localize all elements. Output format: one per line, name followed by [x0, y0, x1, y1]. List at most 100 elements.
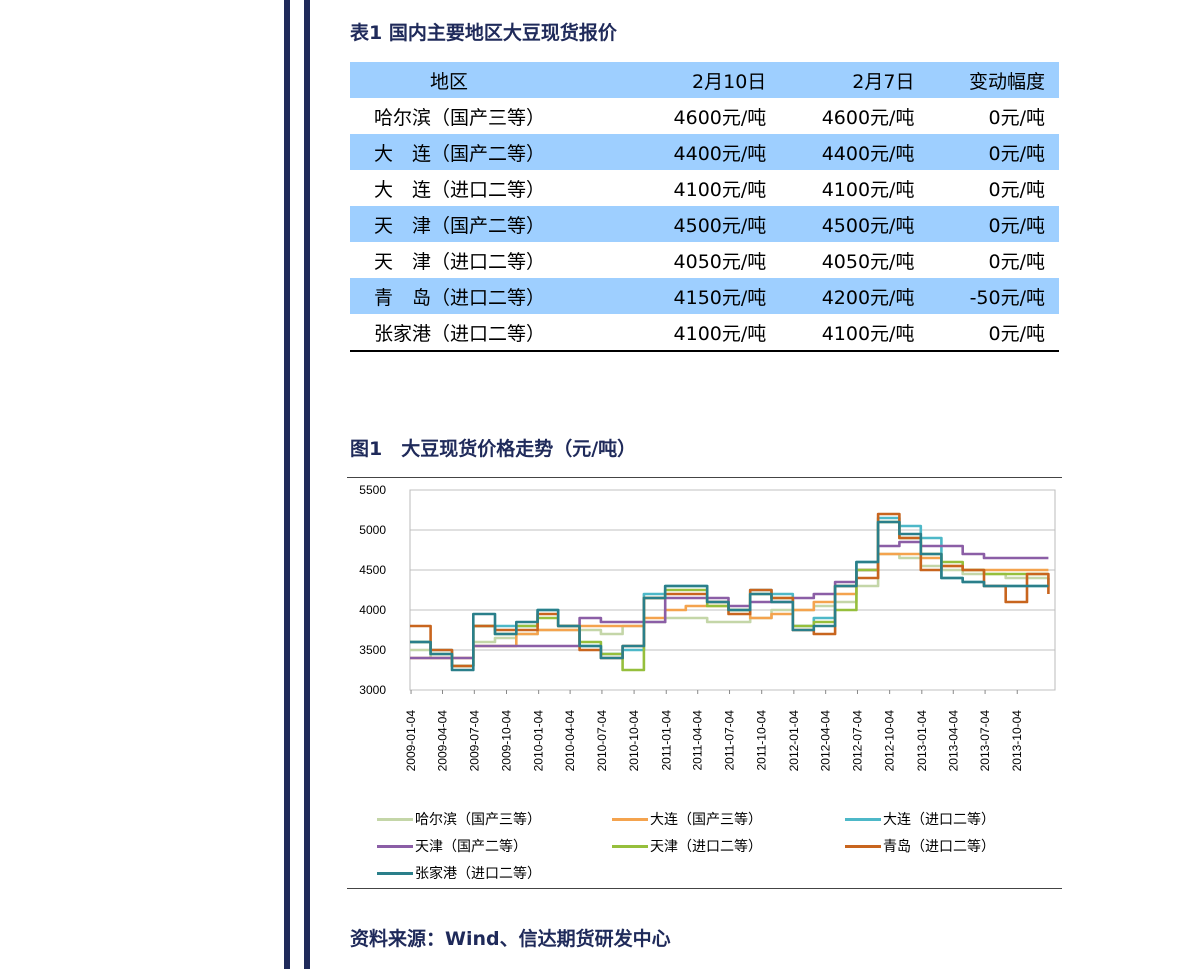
cell-feb10: 4100元/吨 — [673, 178, 767, 201]
cell-feb7: 4050元/吨 — [821, 250, 915, 273]
cell-change: 0元/吨 — [914, 314, 1059, 352]
table-row: 大 连（国产二等） 4400元/吨 4400元/吨 0元/吨 — [350, 134, 1059, 170]
price-table: 地区 2月10日 2月7日 变动幅度 哈尔滨（国产三等） 4600元/吨 460… — [350, 62, 1059, 352]
legend-label: 哈尔滨（国产三等） — [415, 812, 541, 828]
x-tick-label: 2010-01-04 — [532, 710, 546, 772]
legend-label: 青岛（进口二等） — [883, 839, 995, 855]
header-feb10: 2月10日 — [692, 70, 767, 93]
legend-swatch — [377, 817, 413, 821]
table-row: 青 岛（进口二等） 4150元/吨 4200元/吨 -50元/吨 — [350, 278, 1059, 314]
plot-area — [409, 489, 1056, 691]
legend-swatch — [845, 817, 881, 821]
source-note: 资料来源：Wind、信达期货研发中心 — [350, 928, 671, 950]
x-tick-label: 2009-10-04 — [499, 710, 513, 772]
cell-change: -50元/吨 — [969, 286, 1045, 309]
cell-region: 大 连（国产二等） — [374, 142, 546, 165]
x-tick-label: 2010-10-04 — [627, 710, 641, 772]
left-border-bar-inner — [304, 0, 310, 969]
table-row: 天 津（进口二等） 4050元/吨 4050元/吨 0元/吨 — [350, 242, 1059, 278]
x-tick-label: 2009-04-04 — [436, 710, 450, 772]
legend-item: 青岛（进口二等） — [845, 836, 995, 856]
y-tick-label: 5500 — [359, 483, 386, 497]
cell-region: 张家港（进口二等） — [350, 314, 619, 352]
legend-swatch — [612, 844, 648, 848]
cell-feb10: 4500元/吨 — [673, 214, 767, 237]
x-tick-label: 2011-01-04 — [659, 710, 673, 771]
x-tick-label: 2012-04-04 — [819, 710, 833, 772]
legend-item: 天津（国产二等） — [377, 836, 527, 856]
legend-label: 天津（进口二等） — [650, 839, 762, 855]
header-change: 变动幅度 — [968, 70, 1045, 93]
legend-swatch — [845, 844, 881, 848]
table-row: 大 连（进口二等） 4100元/吨 4100元/吨 0元/吨 — [350, 170, 1059, 206]
x-tick-label: 2011-10-04 — [755, 710, 769, 771]
cell-feb7: 4600元/吨 — [821, 106, 915, 129]
legend-label: 张家港（进口二等） — [415, 866, 541, 882]
x-tick-label: 2009-07-04 — [467, 710, 481, 772]
cell-feb10: 4100元/吨 — [618, 314, 767, 352]
series-line — [410, 520, 1049, 672]
y-tick-label: 3000 — [359, 683, 386, 697]
table-header-row: 地区 2月10日 2月7日 变动幅度 — [350, 62, 1059, 98]
legend-swatch — [612, 817, 648, 821]
series-line — [410, 516, 1050, 668]
x-tick-label: 2010-04-04 — [563, 710, 577, 772]
legend-label: 天津（国产二等） — [415, 839, 527, 855]
cell-feb10: 4150元/吨 — [673, 286, 767, 309]
chart-canvas: 3000 3500 4000 4500 5000 5500 2009-01-04 2009-0… — [359, 483, 1056, 772]
legend-label: 大连（进口二等） — [883, 812, 995, 828]
cell-feb10: 4400元/吨 — [673, 142, 767, 165]
left-border-bar-outer — [284, 0, 290, 969]
cell-feb7: 4100元/吨 — [821, 178, 915, 201]
table-row: 张家港（进口二等） 4100元/吨 4100元/吨 0元/吨 — [350, 314, 1059, 352]
price-chart: 3000 3500 4000 4500 5000 5500 2009-01-04 2009-0… — [347, 477, 1062, 889]
header-region: 地区 — [430, 70, 469, 93]
cell-change: 0元/吨 — [988, 142, 1046, 165]
legend-swatch — [377, 871, 413, 875]
x-tick-label: 2013-04-04 — [946, 710, 960, 772]
legend-swatch — [377, 844, 413, 848]
x-tick-label: 2013-10-04 — [1010, 710, 1024, 772]
cell-feb10: 4050元/吨 — [673, 250, 767, 273]
legend-item: 大连（国产三等） — [612, 809, 762, 829]
header-feb7: 2月7日 — [852, 70, 915, 93]
x-tick-label: 2012-01-04 — [787, 710, 801, 772]
legend-label: 大连（国产三等） — [650, 812, 762, 828]
cell-region: 天 津（国产二等） — [374, 214, 546, 237]
x-tick-label: 2012-10-04 — [883, 710, 897, 772]
legend-item: 张家港（进口二等） — [377, 863, 541, 883]
cell-change: 0元/吨 — [988, 250, 1046, 273]
x-tick-label: 2010-07-04 — [595, 710, 609, 772]
legend-item: 大连（进口二等） — [845, 809, 995, 829]
cell-change: 0元/吨 — [988, 178, 1046, 201]
cell-region: 青 岛（进口二等） — [374, 286, 546, 309]
cell-feb7: 4100元/吨 — [766, 314, 915, 352]
table-row: 哈尔滨（国产三等） 4600元/吨 4600元/吨 0元/吨 — [350, 98, 1059, 134]
cell-feb7: 4400元/吨 — [821, 142, 915, 165]
x-tick-label: 2013-01-04 — [915, 710, 929, 772]
x-tick-label: 2009-01-04 — [404, 710, 418, 772]
series-line — [410, 512, 1050, 668]
cell-feb10: 4600元/吨 — [673, 106, 767, 129]
x-tick-label: 2012-07-04 — [850, 710, 864, 772]
legend-item: 天津（进口二等） — [612, 836, 762, 856]
cell-change: 0元/吨 — [988, 106, 1046, 129]
y-tick-label: 3500 — [359, 643, 386, 657]
x-tick-label: 2011-07-04 — [723, 710, 737, 771]
cell-region: 天 津（进口二等） — [374, 250, 546, 273]
series-line — [410, 540, 1049, 660]
cell-region: 大 连（进口二等） — [374, 178, 546, 201]
x-tick-label: 2013-07-04 — [978, 710, 992, 772]
series-line — [410, 520, 1049, 672]
cell-feb7: 4200元/吨 — [821, 286, 915, 309]
series-line — [410, 552, 1049, 668]
table-title: 表1 国内主要地区大豆现货报价 — [350, 22, 617, 44]
cell-region: 哈尔滨（国产三等） — [374, 106, 546, 129]
cell-change: 0元/吨 — [988, 214, 1046, 237]
y-tick-label: 4000 — [359, 603, 386, 617]
y-tick-label: 5000 — [359, 523, 386, 537]
table-row: 天 津（国产二等） 4500元/吨 4500元/吨 0元/吨 — [350, 206, 1059, 242]
cell-feb7: 4500元/吨 — [821, 214, 915, 237]
y-tick-label: 4500 — [359, 563, 386, 577]
legend-item: 哈尔滨（国产三等） — [377, 809, 541, 829]
